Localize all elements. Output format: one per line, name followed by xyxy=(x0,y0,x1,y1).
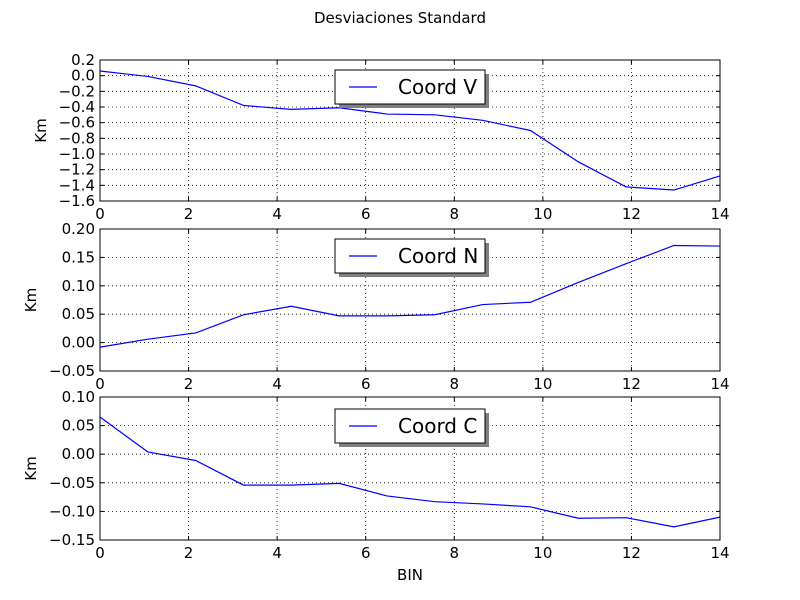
x-tick-label: 4 xyxy=(272,544,282,562)
subplots: 0 2 4 6 8 10 12 140.20.0−0.2−0.4−0.6−0.8−1.0−1.… xyxy=(22,51,730,584)
legend: Coord V xyxy=(334,69,489,108)
y-tick-label: 0.10 xyxy=(62,388,95,406)
x-tick-label: 12 xyxy=(622,205,641,223)
x-tick-label: 6 xyxy=(361,375,371,393)
x-tick-label: 10 xyxy=(533,205,552,223)
y-tick-label: −0.15 xyxy=(49,531,95,549)
x-tick-label: 8 xyxy=(450,205,460,223)
y-tick-label: −1.0 xyxy=(59,145,95,163)
y-tick-label: −1.2 xyxy=(59,161,95,179)
x-tick-label: 10 xyxy=(533,375,552,393)
axes-frame xyxy=(99,59,721,202)
y-tick-label: 0.0 xyxy=(71,67,95,85)
x-tick-label: 4 xyxy=(272,205,282,223)
x-tick-label: 0 xyxy=(95,375,105,393)
subplot-1: 0 2 4 6 8 10 12 140.20.0−0.2−0.4−0.6−0.8−1.0−1.… xyxy=(32,51,730,223)
y-tick-label: 0.10 xyxy=(62,277,95,295)
x-tick-label: 14 xyxy=(710,205,729,223)
y-tick-label: 0.05 xyxy=(62,305,95,323)
x-tick-label: 0 xyxy=(95,544,105,562)
series-line-coord-c xyxy=(99,416,721,528)
y-tick-label: −0.4 xyxy=(59,98,95,116)
y-axis-label: Km xyxy=(22,288,40,312)
y-tick-label: −0.05 xyxy=(49,474,95,492)
x-tick-label: 14 xyxy=(710,375,729,393)
subplot-3: 0 2 4 6 8 10 12 14 0.10 0.05 0.00 −0.05 −0.10 −0.15 Km… xyxy=(22,388,730,584)
x-tick-label: 2 xyxy=(184,205,194,223)
legend-label: Coord N xyxy=(398,244,478,268)
y-tick-label: −0.6 xyxy=(59,114,95,132)
y-tick-label: 0.00 xyxy=(62,334,95,352)
subplot-2: 0 2 4 6 8 10 12 14 0.20 0.15 0.10 0.05 0.00 −0.05 Km Co… xyxy=(22,220,730,393)
y-axis-label: Km xyxy=(32,118,50,142)
y-tick-label: −1.6 xyxy=(59,192,95,210)
legend-label: Coord V xyxy=(398,75,477,99)
x-tick-label: 0 xyxy=(95,205,105,223)
legend: Coord N xyxy=(334,238,489,277)
y-tick-label: −0.05 xyxy=(49,362,95,380)
y-tick-label: 0.00 xyxy=(62,445,95,463)
x-tick-label: 8 xyxy=(450,544,460,562)
y-tick-label: −0.10 xyxy=(49,502,95,520)
y-tick-label: −0.2 xyxy=(59,82,95,100)
x-tick-label: 14 xyxy=(710,544,729,562)
y-tick-label: −1.4 xyxy=(59,176,95,194)
x-tick-label: 2 xyxy=(184,544,194,562)
y-tick-label: −0.8 xyxy=(59,129,95,147)
x-tick-label: 6 xyxy=(361,544,371,562)
x-tick-label: 8 xyxy=(450,375,460,393)
y-tick-label: 0.20 xyxy=(62,220,95,238)
figure-title: Desviaciones Standard xyxy=(314,9,486,27)
x-tick-label: 2 xyxy=(184,375,194,393)
legend: Coord C xyxy=(334,408,489,447)
x-tick-label: 10 xyxy=(533,544,552,562)
y-tick-label: 0.2 xyxy=(71,51,95,69)
x-tick-label: 6 xyxy=(361,205,371,223)
legend-label: Coord C xyxy=(398,414,477,438)
axes-frame xyxy=(99,396,721,541)
x-tick-label: 12 xyxy=(622,544,641,562)
y-axis-label: Km xyxy=(22,456,40,480)
y-tick-label: 0.05 xyxy=(62,417,95,435)
y-tick-label: 0.15 xyxy=(62,248,95,266)
axes-frame xyxy=(99,228,721,372)
x-axis-label: BIN xyxy=(397,566,423,584)
series-line-coord-n xyxy=(99,244,721,348)
x-tick-label: 12 xyxy=(622,375,641,393)
series-line-coord-v xyxy=(99,70,721,191)
x-tick-label: 4 xyxy=(272,375,282,393)
